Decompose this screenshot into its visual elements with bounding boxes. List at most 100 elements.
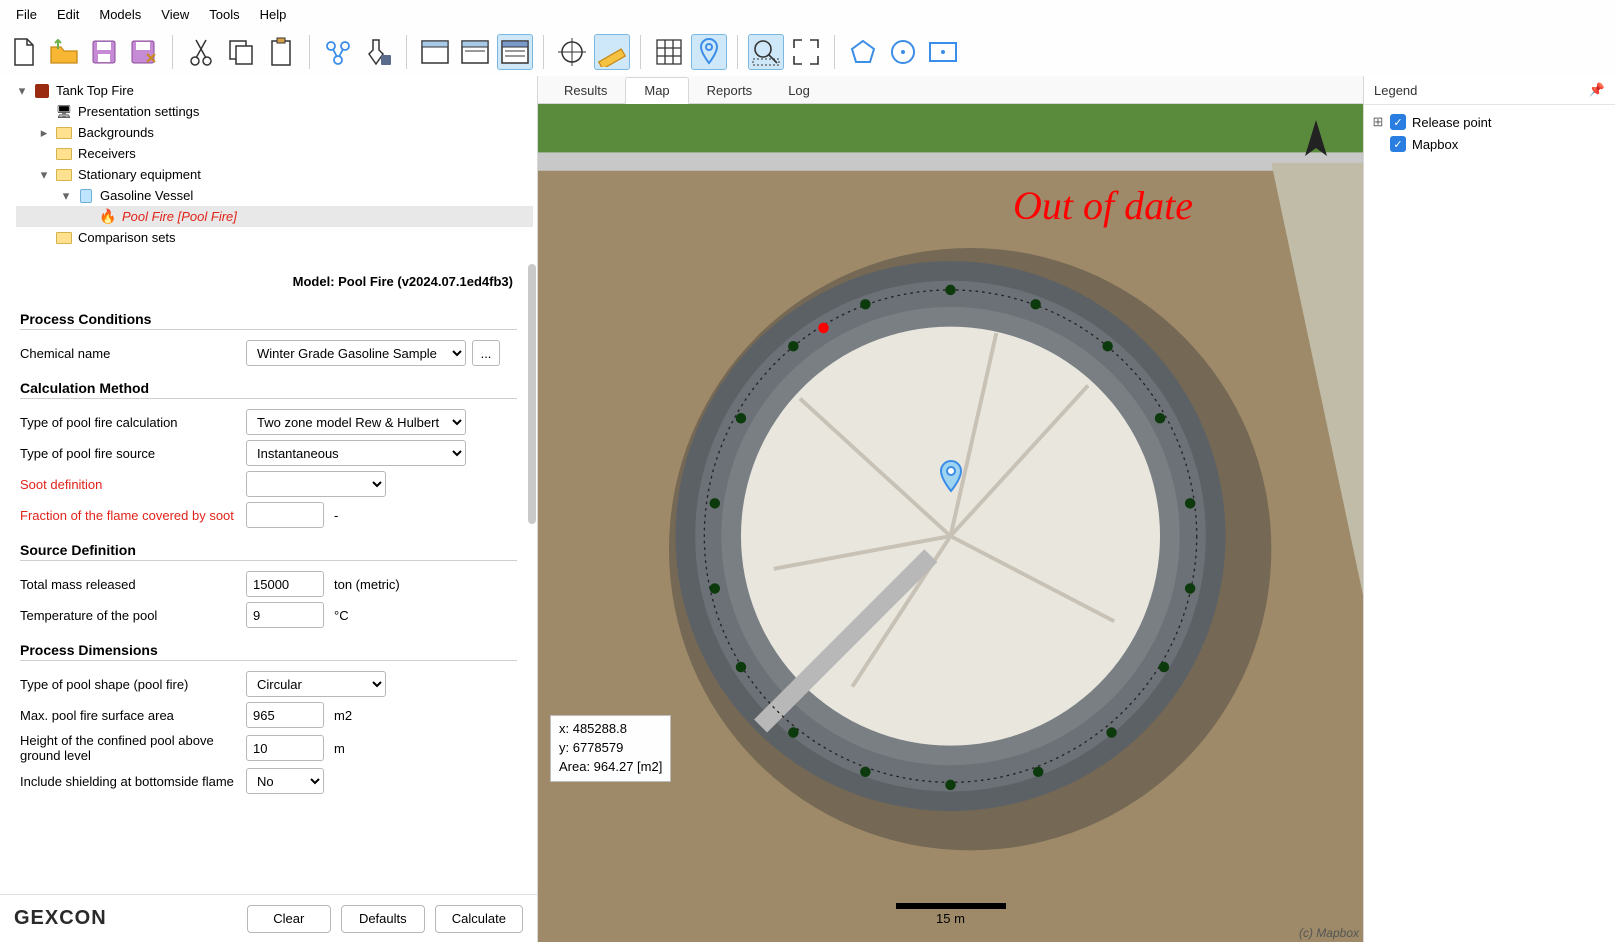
unit-mass: ton (metric): [334, 577, 400, 592]
menu-tools[interactable]: Tools: [201, 3, 247, 26]
label-area: Max. pool fire surface area: [20, 708, 246, 723]
section-process-dims: Process Dimensions: [20, 642, 517, 658]
tool-shape-rect[interactable]: [925, 34, 961, 70]
checkbox-mapbox[interactable]: ✓: [1390, 136, 1406, 152]
coord-area: Area: 964.27 [m2]: [559, 758, 662, 777]
footer-bar: GEXCON Clear Defaults Calculate: [0, 894, 537, 942]
unit-temp: °C: [334, 608, 349, 623]
tree-presentation[interactable]: 🖥Presentation settings: [16, 101, 533, 122]
menu-bar: File Edit Models View Tools Help: [0, 0, 1615, 28]
input-fraction[interactable]: [246, 502, 324, 528]
tool-measure[interactable]: [594, 34, 630, 70]
label-fraction: Fraction of the flame covered by soot: [20, 508, 246, 523]
menu-help[interactable]: Help: [252, 3, 295, 26]
select-shape[interactable]: Circular: [246, 671, 386, 697]
tool-shape-circle[interactable]: [885, 34, 921, 70]
menu-view[interactable]: View: [153, 3, 197, 26]
tab-map[interactable]: Map: [625, 77, 688, 104]
measure-tooltip: x: 485288.8 y: 6778579 Area: 964.27 [m2]: [550, 715, 671, 782]
compass-icon: [1299, 118, 1333, 171]
legend-item-release[interactable]: ⊞ ✓ Release point: [1372, 111, 1607, 133]
legend-panel: Legend 📌 ⊞ ✓ Release point ✓ Mapbox: [1363, 76, 1615, 942]
select-chemical[interactable]: Winter Grade Gasoline Sample: [246, 340, 466, 366]
tool-paste[interactable]: [263, 34, 299, 70]
input-height[interactable]: [246, 735, 324, 761]
tool-save[interactable]: [86, 34, 122, 70]
tool-zoom-area[interactable]: [748, 34, 784, 70]
tree-backgrounds[interactable]: ▸Backgrounds: [16, 122, 533, 143]
input-mass[interactable]: [246, 571, 324, 597]
tool-calc-engine[interactable]: [360, 34, 396, 70]
coord-x: x: 485288.8: [559, 720, 662, 739]
defaults-button[interactable]: Defaults: [341, 905, 425, 933]
tool-grid[interactable]: [651, 34, 687, 70]
tool-window-1[interactable]: [417, 34, 453, 70]
tree-poolfire[interactable]: 🔥Pool Fire [Pool Fire]: [16, 206, 533, 227]
checkbox-release[interactable]: ✓: [1390, 114, 1406, 130]
section-calc-method: Calculation Method: [20, 380, 517, 396]
pin-panel-icon[interactable]: 📌: [1589, 82, 1605, 98]
tab-reports[interactable]: Reports: [689, 78, 771, 103]
tool-pin[interactable]: [691, 34, 727, 70]
label-calc-type: Type of pool fire calculation: [20, 415, 246, 430]
tool-save-as[interactable]: [126, 34, 162, 70]
tool-fit[interactable]: [788, 34, 824, 70]
tool-window-3[interactable]: [497, 34, 533, 70]
map-imagery: [538, 104, 1363, 942]
model-header: Model: Pool Fire (v2024.07.1ed4fb3): [0, 264, 537, 297]
calculate-button[interactable]: Calculate: [435, 905, 523, 933]
menu-edit[interactable]: Edit: [49, 3, 87, 26]
select-shield[interactable]: No: [246, 768, 324, 794]
brand-logo: GEXCON: [14, 907, 107, 930]
tool-cut[interactable]: [183, 34, 219, 70]
label-shape: Type of pool shape (pool fire): [20, 677, 246, 692]
coord-y: y: 6778579: [559, 739, 662, 758]
tree-vessel[interactable]: ▾Gasoline Vessel: [16, 185, 533, 206]
select-source-type[interactable]: Instantaneous: [246, 440, 466, 466]
vessel-icon: [80, 189, 92, 203]
label-mass: Total mass released: [20, 577, 246, 592]
tool-shape-pentagon[interactable]: [845, 34, 881, 70]
project-icon: [35, 84, 49, 98]
clear-button[interactable]: Clear: [247, 905, 331, 933]
center-panel: Results Map Reports Log: [538, 76, 1363, 942]
label-source-type: Type of pool fire source: [20, 446, 246, 461]
tab-log[interactable]: Log: [770, 78, 828, 103]
select-soot[interactable]: [246, 471, 386, 497]
legend-title: Legend: [1374, 83, 1417, 98]
tool-open[interactable]: [46, 34, 82, 70]
out-of-date-label: Out of date: [1013, 182, 1193, 229]
label-chemical: Chemical name: [20, 346, 246, 361]
form-panel: Model: Pool Fire (v2024.07.1ed4fb3) Proc…: [0, 264, 537, 894]
unit-fraction: -: [334, 508, 338, 523]
toolbar: [0, 28, 1615, 76]
tool-target[interactable]: [554, 34, 590, 70]
folder-icon: [56, 169, 72, 181]
tree-receivers[interactable]: Receivers: [16, 143, 533, 164]
fire-icon: 🔥: [100, 209, 116, 225]
menu-file[interactable]: File: [8, 3, 45, 26]
tab-results[interactable]: Results: [546, 78, 625, 103]
label-shield: Include shielding at bottomside flame: [20, 774, 246, 789]
select-calc-type[interactable]: Two zone model Rew & Hulbert: [246, 409, 466, 435]
chemical-browse-button[interactable]: ...: [472, 340, 500, 366]
tool-window-2[interactable]: [457, 34, 493, 70]
tree-root[interactable]: ▾Tank Top Fire: [16, 80, 533, 101]
unit-height: m: [334, 741, 345, 756]
release-point-pin[interactable]: [937, 459, 965, 498]
scrollbar[interactable]: [528, 264, 536, 524]
menu-models[interactable]: Models: [91, 3, 149, 26]
tree-comparison[interactable]: Comparison sets: [16, 227, 533, 248]
label-height: Height of the confined pool above ground…: [20, 733, 246, 763]
legend-item-mapbox[interactable]: ✓ Mapbox: [1372, 133, 1607, 155]
tree-stationary[interactable]: ▾Stationary equipment: [16, 164, 533, 185]
section-source-def: Source Definition: [20, 542, 517, 558]
project-tree[interactable]: ▾Tank Top Fire 🖥Presentation settings ▸B…: [0, 76, 537, 264]
input-area[interactable]: [246, 702, 324, 728]
map-canvas[interactable]: Out of date x: 485288.8 y: 6778579 Area:…: [538, 104, 1363, 942]
input-temp[interactable]: [246, 602, 324, 628]
tool-new[interactable]: [6, 34, 42, 70]
label-soot: Soot definition: [20, 477, 246, 492]
tool-copy[interactable]: [223, 34, 259, 70]
tool-stream[interactable]: [320, 34, 356, 70]
